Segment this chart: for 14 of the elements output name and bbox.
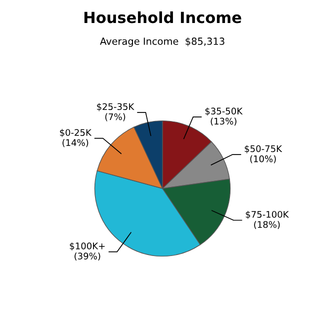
slice-label: $35-50K — [205, 107, 243, 116]
data-label: (13%) — [210, 118, 236, 126]
slice-label: $25-35K — [97, 103, 134, 112]
chart-title: Household Income — [84, 11, 242, 24]
slice-label: $50-75K — [244, 145, 282, 154]
chart-subtitle: Average Income $85,313 — [100, 37, 224, 47]
data-label: (10%) — [250, 155, 276, 164]
data-label: (18%) — [254, 220, 280, 229]
slice-label: $0-25K — [60, 128, 92, 138]
data-label: (7%) — [105, 113, 126, 122]
data-label: (39%) — [74, 252, 100, 261]
slice-label: $100K+ — [70, 242, 105, 251]
data-label: (14%) — [62, 139, 88, 148]
slice-label: $75-100K — [246, 210, 289, 220]
